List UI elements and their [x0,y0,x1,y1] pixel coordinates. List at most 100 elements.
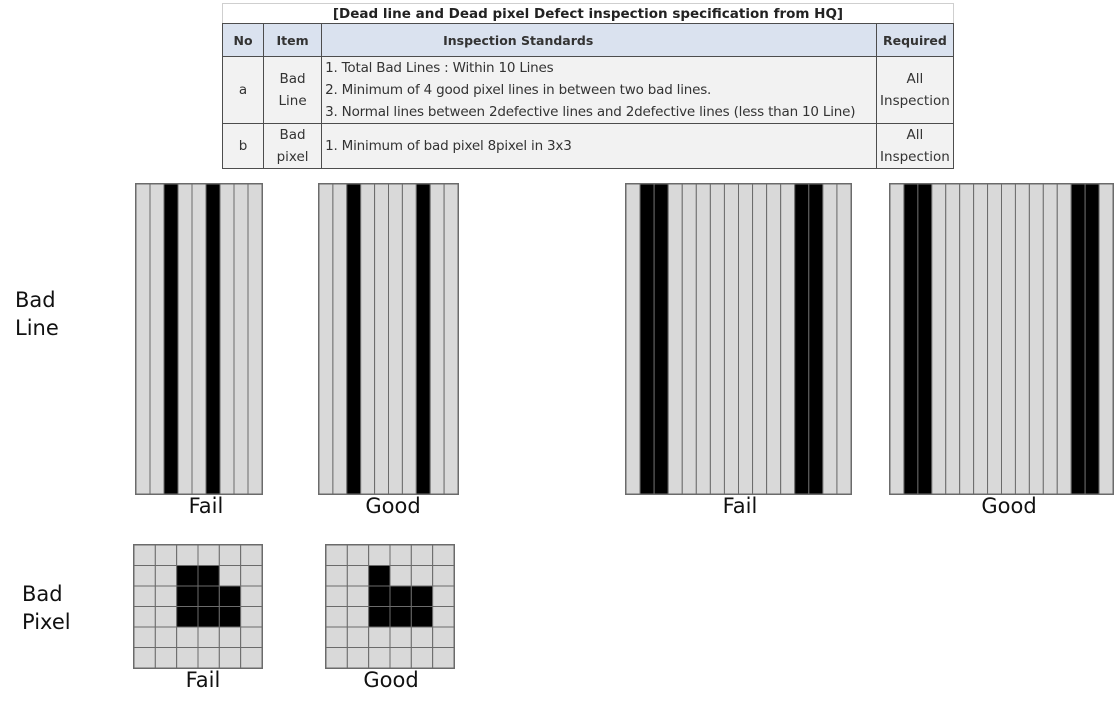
good-line-column [1056,184,1072,494]
header-item: Item [263,23,323,57]
good-pixel-cell [218,565,242,587]
bad-line-good-panel-2 [889,183,1114,495]
good-pixel-cell [368,545,391,566]
inspection-spec-table: [Dead line and Dead pixel Defect inspect… [221,3,955,169]
label-line: Line [15,316,59,340]
good-pixel-cell [240,565,262,587]
good-pixel-cell [326,606,348,628]
good-line-column [1028,184,1044,494]
good-pixel-cell [389,565,412,587]
good-line-column [709,184,725,494]
good-pixel-cell [410,647,434,668]
row-standards: 1. Total Bad Lines : Within 10 Lines 2. … [321,56,877,124]
pixel-grid-svg [326,545,454,668]
table-row: a Bad Line 1. Total Bad Lines : Within 1… [221,56,955,124]
good-line-column [219,184,235,494]
good-line-column [723,184,739,494]
good-line-column [945,184,961,494]
good-pixel-cell [326,545,348,566]
good-line-column [388,184,403,494]
label-line: Bad [15,288,56,312]
good-pixel-cell [197,626,220,648]
panel-caption: Good [365,494,421,518]
bad-pixel-cell [389,585,412,607]
good-pixel-cell [410,545,434,566]
row-item-line: Bad [279,71,306,87]
good-line-column [822,184,838,494]
bad-line-column [415,184,431,494]
row-no: b [221,123,265,169]
good-line-column [233,184,249,494]
good-line-column [360,184,376,494]
bad-pixel-cell [368,565,391,587]
good-pixel-cell [346,606,370,628]
good-pixel-cell [134,545,156,566]
good-pixel-cell [432,545,454,566]
good-pixel-cell [218,647,242,668]
good-pixel-cell [368,647,391,668]
good-line-column [374,184,389,494]
good-line-column [177,184,193,494]
good-pixel-cell [240,626,262,648]
panel-caption: Fail [722,494,758,518]
good-pixel-cell [346,545,370,566]
good-pixel-cell [154,585,178,607]
bad-pixel-good-panel [325,544,455,669]
required-line: Inspection [880,149,950,165]
line-grid-svg [136,184,262,494]
good-pixel-cell [134,626,156,648]
required-line: All [906,127,924,143]
bad-line-column [808,184,824,494]
good-pixel-cell [154,647,178,668]
bad-pixel-cell [218,585,242,607]
good-pixel-cell [176,647,199,668]
table-header-row: No Item Inspection Standards Required [221,23,955,57]
bad-pixel-cell [410,585,434,607]
good-line-column [429,184,445,494]
good-line-column [681,184,697,494]
good-line-column [1001,184,1016,494]
bad-line-column [346,184,362,494]
good-line-column [1014,184,1030,494]
good-line-column [332,184,348,494]
good-line-column [780,184,796,494]
required-line: All [906,71,924,87]
good-line-column [149,184,165,494]
good-pixel-cell [432,606,454,628]
bad-line-column [163,184,179,494]
standard-line: 1. Total Bad Lines : Within 10 Lines [325,60,554,76]
bad-line-column [1070,184,1086,494]
bad-line-column [205,184,221,494]
bad-pixel-fail-panel [133,544,263,669]
good-line-column [836,184,851,494]
good-pixel-cell [410,565,434,587]
good-line-column [247,184,262,494]
good-pixel-cell [176,626,199,648]
standard-line: 1. Minimum of bad pixel 8pixel in 3x3 [325,138,572,154]
bad-pixel-label: Bad Pixel [22,580,71,636]
row-standards: 1. Minimum of bad pixel 8pixel in 3x3 [321,123,877,169]
good-line-column [931,184,947,494]
bad-line-column [1084,184,1100,494]
good-pixel-cell [432,565,454,587]
row-item: Bad Line [263,56,323,124]
good-pixel-cell [326,626,348,648]
bad-pixel-cell [197,606,220,628]
good-pixel-cell [346,565,370,587]
table-title: [Dead line and Dead pixel Defect inspect… [222,3,954,24]
good-line-column [890,184,905,494]
good-pixel-cell [326,585,348,607]
good-line-column [738,184,754,494]
good-line-column [667,184,683,494]
bad-pixel-cell [368,585,391,607]
header-no: No [221,23,265,57]
good-line-column [136,184,151,494]
good-pixel-cell [134,565,156,587]
good-pixel-cell [240,545,262,566]
panel-caption: Good [363,668,419,692]
pixel-grid-svg [134,545,262,668]
row-item-line: pixel [276,149,309,165]
required-line: Inspection [880,93,950,109]
good-line-column [401,184,417,494]
good-pixel-cell [134,606,156,628]
